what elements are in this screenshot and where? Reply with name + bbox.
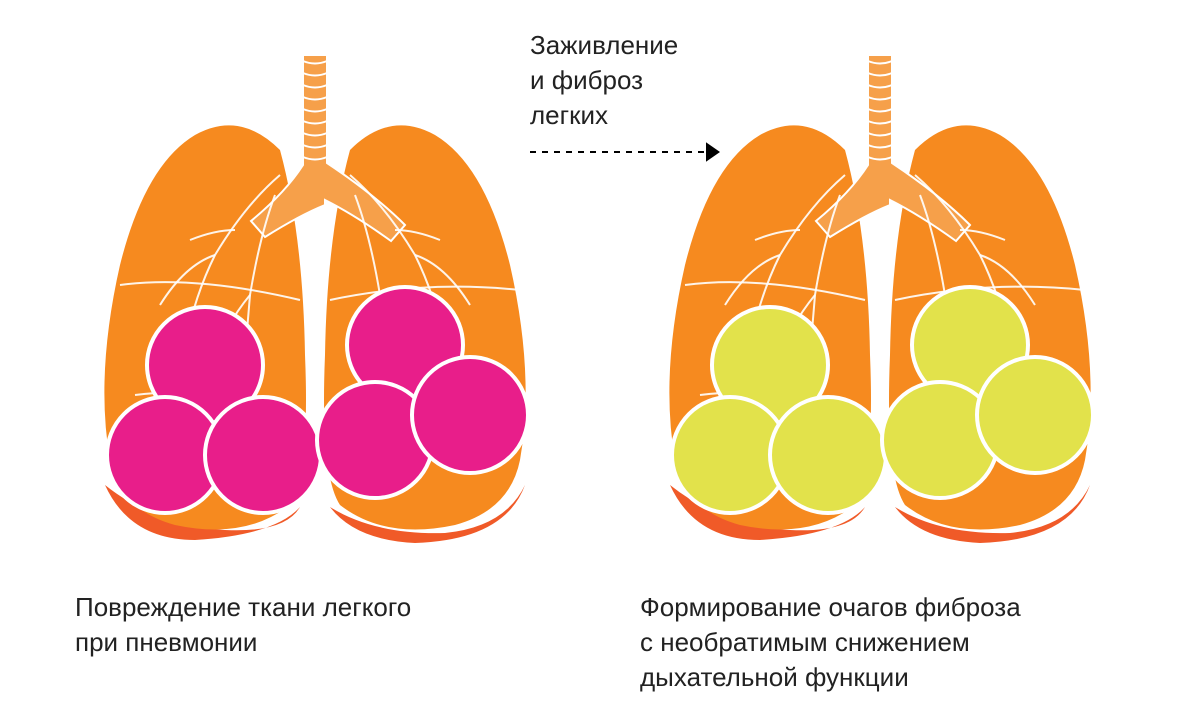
lesion-circle: [205, 397, 321, 513]
lungs-right: [640, 55, 1120, 550]
lesion-circle: [412, 357, 528, 473]
diagram-canvas: Заживлениеи фиброзлегких Повреждение тка…: [0, 0, 1200, 727]
caption-right: Формирование очагов фиброзас необратимым…: [640, 590, 1021, 695]
lungs-left: [75, 55, 555, 550]
lesion-circle: [770, 397, 886, 513]
lesion-circle: [977, 357, 1093, 473]
caption-left: Повреждение ткани легкогопри пневмонии: [75, 590, 411, 660]
